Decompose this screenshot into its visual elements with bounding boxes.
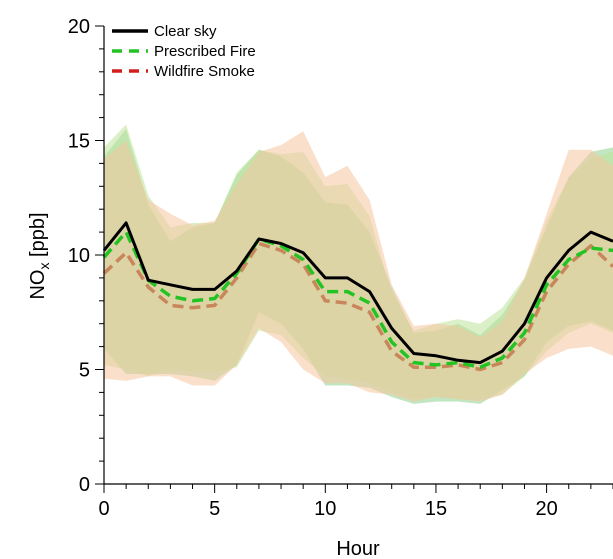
y-tick-label: 0 <box>79 474 90 496</box>
legend: Clear sky Prescribed Fire Wildfire Smoke <box>112 23 256 80</box>
y-tick-label: 10 <box>68 245 90 267</box>
x-tick-label: 20 <box>535 498 557 520</box>
band-series-2 <box>104 131 613 402</box>
legend-label-1: Prescribed Fire <box>154 43 256 60</box>
x-tick-label: 5 <box>209 498 220 520</box>
legend-label-0: Clear sky <box>154 23 217 40</box>
x-tick-label: 15 <box>425 498 447 520</box>
y-tick-label: 5 <box>79 360 90 382</box>
axes <box>95 25 613 493</box>
y-axis-title-subscript: x <box>36 263 52 270</box>
tick-labels: 0 5 10 15 20 0 5 10 15 20 <box>68 16 558 520</box>
x-tick-label: 10 <box>314 498 336 520</box>
line-series-2 <box>102 241 613 372</box>
series-lines <box>102 221 613 372</box>
y-axis-title-unit: [ppb] <box>27 212 49 262</box>
y-tick-label: 20 <box>68 16 90 38</box>
variability-bands <box>104 124 613 404</box>
x-axis-title: Hour <box>336 538 380 559</box>
x-tick-label: 0 <box>98 498 109 520</box>
y-tick-label: 15 <box>68 131 90 153</box>
y-axis-title: NOx [ppb] <box>27 212 52 299</box>
line-series-0 <box>102 221 613 365</box>
legend-label-2: Wildfire Smoke <box>154 63 255 80</box>
y-axis-title-main: NO <box>27 270 49 300</box>
